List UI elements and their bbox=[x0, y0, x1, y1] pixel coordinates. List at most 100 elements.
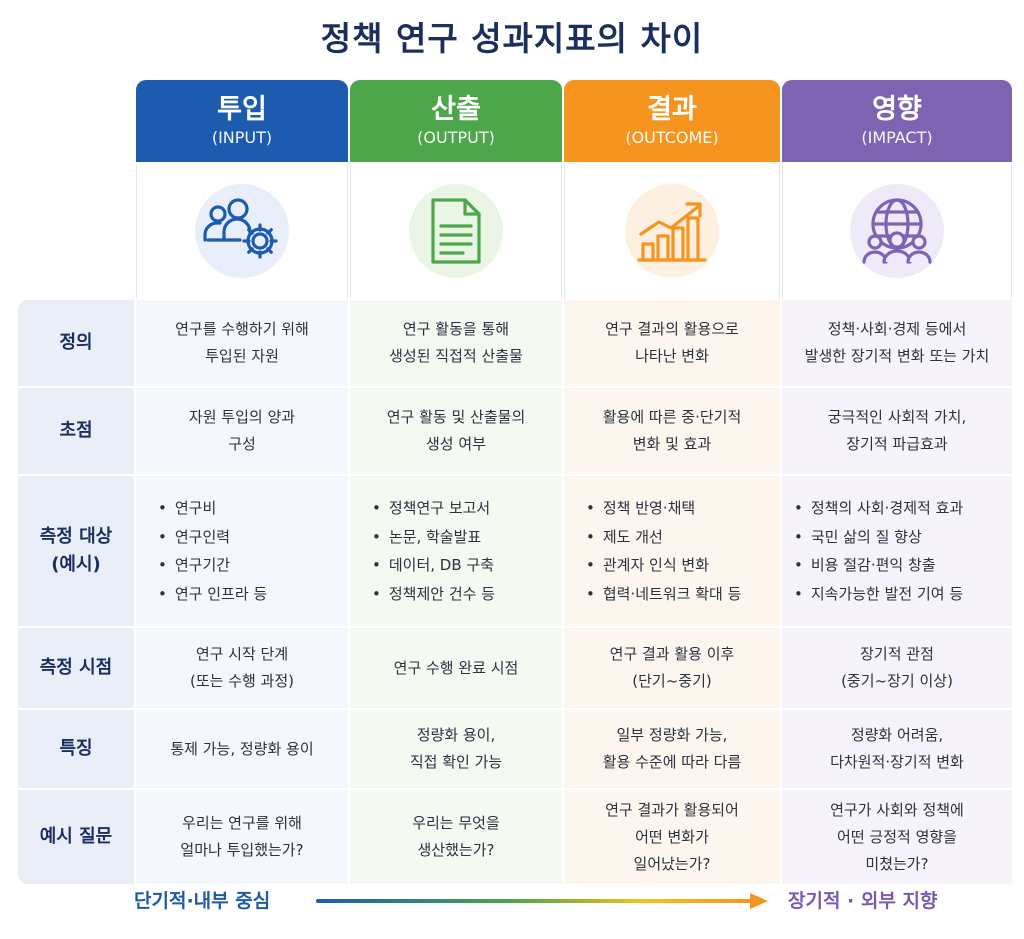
row-label-questions: 예시 질문 bbox=[18, 790, 134, 884]
cell-line: 연구 활동을 통해 bbox=[402, 320, 510, 338]
traits-outcome: 일부 정량화 가능, 활용 수준에 따라 다름 bbox=[564, 710, 780, 788]
cell-line: 연구 결과 활용 이후 bbox=[609, 645, 735, 663]
list-item: 논문, 학술발표 bbox=[372, 523, 495, 552]
cell-line: 우리는 연구를 위해 bbox=[182, 814, 302, 832]
icon-cell-input bbox=[136, 164, 348, 298]
cell-line: 연구 결과의 활용으로 bbox=[605, 320, 739, 338]
header-output-sub: (OUTPUT) bbox=[417, 128, 495, 147]
row-label-targets: 측정 대상 (예시) bbox=[18, 476, 134, 626]
traits-impact: 정량화 어려움, 다차원적·장기적 변화 bbox=[782, 710, 1012, 788]
footer-short-term-label: 단기적·내부 중심 bbox=[134, 890, 271, 912]
list-item: 정책제안 건수 등 bbox=[372, 580, 495, 609]
header-output-title: 산출 bbox=[431, 94, 481, 125]
row-label-definition: 정의 bbox=[18, 300, 134, 386]
cell-line: 생산했는가? bbox=[417, 841, 495, 859]
list-item: 정책연구 보고서 bbox=[372, 494, 495, 523]
header-impact-title: 영향 bbox=[872, 94, 922, 125]
cell-line: (또는 수행 과정) bbox=[189, 672, 295, 690]
list-item: 관계자 인식 변화 bbox=[586, 551, 741, 580]
header-input-sub: (INPUT) bbox=[211, 128, 273, 147]
row-label-traits: 특징 bbox=[18, 710, 134, 788]
timing-outcome: 연구 결과 활용 이후 (단기~중기) bbox=[564, 628, 780, 708]
list-item: 연구인력 bbox=[158, 523, 267, 552]
cell-line: 연구가 사회와 정책에 bbox=[830, 800, 964, 819]
cell-line: 생성 여부 bbox=[426, 435, 486, 453]
cell-line: 장기적 관점 bbox=[860, 645, 934, 663]
header-outcome-title: 결과 bbox=[647, 94, 697, 125]
row-label-line: (예시) bbox=[51, 554, 101, 575]
list-item: 국민 삶의 질 향상 bbox=[794, 523, 963, 552]
corner-empty bbox=[18, 80, 134, 162]
cell-line: 통제 가능, 정량화 용이 bbox=[170, 739, 314, 758]
cell-line: 발생한 장기적 변화 또는 가치 bbox=[804, 347, 990, 365]
cell-line: 얼마나 투입했는가? bbox=[180, 841, 304, 859]
icon-cell-impact bbox=[782, 164, 1012, 298]
icon-cell-outcome bbox=[564, 164, 780, 298]
cell-line: (중기~장기 이상) bbox=[841, 672, 953, 690]
document-icon bbox=[409, 184, 503, 278]
list-item: 제도 개선 bbox=[586, 523, 741, 552]
cell-line: 어떤 변화가 bbox=[635, 827, 709, 846]
row-label-line: 측정 대상 bbox=[39, 526, 113, 547]
people-gear-icon bbox=[195, 184, 289, 278]
header-input-title: 투입 bbox=[217, 94, 267, 125]
cell-line: 생성된 직접적 산출물 bbox=[389, 347, 523, 365]
cell-line: 투입된 자원 bbox=[205, 347, 279, 365]
gradient-arrow-icon bbox=[316, 893, 768, 909]
targets-input: 연구비 연구인력 연구기간 연구 인프라 등 bbox=[136, 476, 348, 626]
list-item: 비용 절감·편익 창출 bbox=[794, 551, 963, 580]
traits-output: 정량화 용이, 직접 확인 가능 bbox=[350, 710, 562, 788]
list-item: 정책 반영·채택 bbox=[586, 494, 741, 523]
comparison-table: 투입 (INPUT) 산출 (OUTPUT) 결과 (OUTCOME) 영향 (… bbox=[18, 80, 1012, 884]
page-title: 정책 연구 성과지표의 차이 bbox=[320, 19, 704, 58]
cell-line: 일부 정량화 가능, bbox=[616, 726, 728, 744]
list-item: 연구 인프라 등 bbox=[158, 580, 267, 609]
cell-line: 우리는 무엇을 bbox=[412, 814, 500, 832]
growth-chart-icon bbox=[625, 184, 719, 278]
cell-line: 장기적 파급효과 bbox=[846, 435, 948, 453]
cell-line: 활용에 따른 중·단기적 bbox=[602, 408, 742, 426]
corner-empty-2 bbox=[18, 164, 134, 298]
cell-line: 일어났는가? bbox=[633, 854, 711, 873]
list-item: 데이터, DB 구축 bbox=[372, 551, 495, 580]
list-item: 협력·네트워크 확대 등 bbox=[586, 580, 742, 609]
timing-input: 연구 시작 단계 (또는 수행 과정) bbox=[136, 628, 348, 708]
row-label-timing: 측정 시점 bbox=[18, 628, 134, 708]
cell-line: 구성 bbox=[228, 435, 256, 453]
cell-line: 어떤 긍정적 영향을 bbox=[837, 827, 957, 846]
timing-output: 연구 수행 완료 시점 bbox=[350, 628, 562, 708]
header-impact: 영향 (IMPACT) bbox=[782, 80, 1012, 162]
icon-cell-output bbox=[350, 164, 562, 298]
cell-line: 나타난 변화 bbox=[635, 347, 709, 365]
header-input: 투입 (INPUT) bbox=[136, 80, 348, 162]
targets-impact: 정책의 사회·경제적 효과 국민 삶의 질 향상 비용 절감·편익 창출 지속가… bbox=[782, 476, 1012, 626]
list-item: 정책의 사회·경제적 효과 bbox=[794, 494, 963, 523]
cell-line: 연구 결과가 활용되어 bbox=[605, 800, 739, 819]
cell-line: 정량화 용이, bbox=[416, 726, 496, 744]
cell-line: 연구를 수행하기 위해 bbox=[175, 320, 309, 338]
questions-impact: 연구가 사회와 정책에 어떤 긍정적 영향을 미쳤는가? bbox=[782, 790, 1012, 884]
cell-line: 연구 활동 및 산출물의 bbox=[386, 408, 526, 426]
cell-line: 정량화 어려움, bbox=[850, 726, 944, 744]
targets-outcome: 정책 반영·채택 제도 개선 관계자 인식 변화 협력·네트워크 확대 등 bbox=[564, 476, 780, 626]
header-outcome: 결과 (OUTCOME) bbox=[564, 80, 780, 162]
cell-line: 자원 투입의 양과 bbox=[188, 408, 296, 426]
cell-line: 연구 시작 단계 bbox=[195, 645, 289, 663]
globe-people-icon bbox=[850, 184, 944, 278]
row-label-focus: 초점 bbox=[18, 388, 134, 474]
header-impact-sub: (IMPACT) bbox=[861, 128, 933, 147]
cell-line: 다차원적·장기적 변화 bbox=[830, 753, 964, 771]
cell-line: 정책·사회·경제 등에서 bbox=[827, 320, 967, 338]
header-outcome-sub: (OUTCOME) bbox=[625, 128, 719, 147]
timing-impact: 장기적 관점 (중기~장기 이상) bbox=[782, 628, 1012, 708]
cell-line: 변화 및 효과 bbox=[632, 435, 712, 453]
cell-line: 연구 수행 완료 시점 bbox=[393, 658, 519, 677]
cell-line: 직접 확인 가능 bbox=[409, 753, 503, 771]
list-item: 연구비 bbox=[158, 494, 267, 523]
